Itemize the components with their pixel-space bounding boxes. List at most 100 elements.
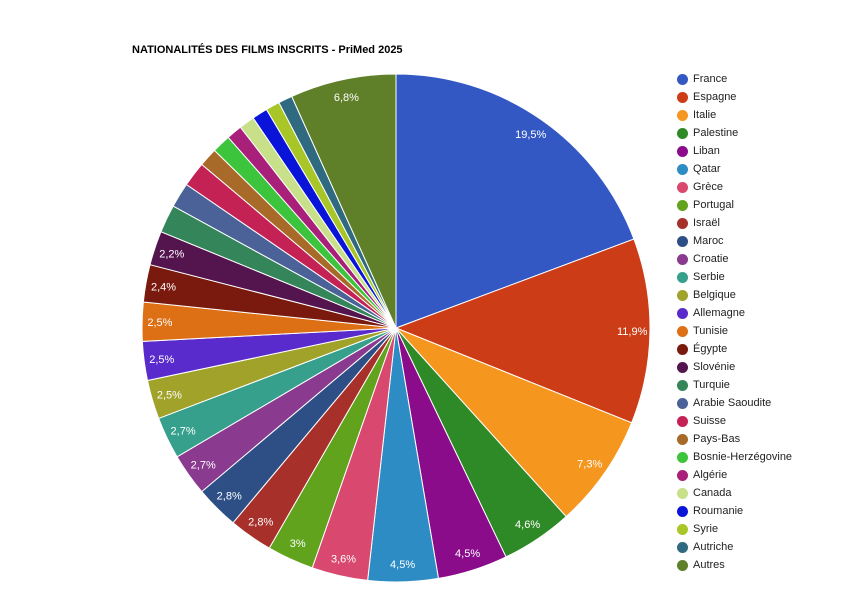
legend-swatch <box>677 487 688 499</box>
legend-item[interactable]: Portugal <box>677 196 792 214</box>
legend-label: Liban <box>693 145 720 157</box>
legend-item[interactable]: Belgique <box>677 286 792 304</box>
legend-swatch <box>677 361 688 373</box>
legend-swatch <box>677 145 688 157</box>
legend-swatch <box>677 91 688 103</box>
legend-swatch <box>677 235 688 247</box>
legend-label: Égypte <box>693 343 728 355</box>
slice-data-label: 3,6% <box>331 553 356 565</box>
legend-item[interactable]: Qatar <box>677 160 792 178</box>
legend-item[interactable]: Suisse <box>677 412 792 430</box>
legend-item[interactable]: Croatie <box>677 250 792 268</box>
legend-label: Portugal <box>693 199 734 211</box>
legend-label: Qatar <box>693 163 721 175</box>
slice-data-label: 2,2% <box>159 249 184 261</box>
slice-data-label: 2,4% <box>151 281 176 293</box>
slice-data-label: 2,5% <box>147 317 172 329</box>
slice-data-label: 2,8% <box>217 490 242 502</box>
pie-labels: 19,5% 11,9% 7,3% 4,6% 4,5% 4,5% 3,6% 3% 2,8% 2,8%… <box>147 92 647 571</box>
legend-label: Algérie <box>693 469 728 481</box>
legend-label: Grèce <box>693 181 723 193</box>
legend-label: Autres <box>693 559 725 571</box>
slice-data-label: 3% <box>290 538 306 550</box>
slice-data-label: 4,5% <box>455 548 480 560</box>
legend-swatch <box>677 523 688 535</box>
slice-data-label: 11,9% <box>617 326 648 338</box>
slice-data-label: 2,8% <box>248 517 273 529</box>
legend-label: Syrie <box>693 523 719 535</box>
legend-swatch <box>677 469 688 481</box>
legend-label: Serbie <box>693 271 725 283</box>
legend-item[interactable]: Bosnie-Herzégovine <box>677 448 792 466</box>
legend-label: Allemagne <box>693 307 745 319</box>
legend-item[interactable]: Arabie Saoudite <box>677 394 792 412</box>
legend-item[interactable]: Italie <box>677 106 792 124</box>
legend-item[interactable]: Égypte <box>677 340 792 358</box>
legend-label: France <box>693 73 728 85</box>
legend-item[interactable]: Grèce <box>677 178 792 196</box>
chart-title: NATIONALITÉS DES FILMS INSCRITS - PriMed… <box>132 44 403 56</box>
legend-swatch <box>677 199 688 211</box>
legend-item[interactable]: Palestine <box>677 124 792 142</box>
legend-label: Turquie <box>693 379 730 391</box>
legend-label: Slovénie <box>693 361 736 373</box>
legend-item[interactable]: Espagne <box>677 88 792 106</box>
legend-item[interactable]: Canada <box>677 484 792 502</box>
legend-label: Pays-Bas <box>693 433 741 445</box>
legend-swatch <box>677 415 688 427</box>
legend-item[interactable]: Tunisie <box>677 322 792 340</box>
slice-data-label: 7,3% <box>577 458 602 470</box>
legend-item[interactable]: Turquie <box>677 376 792 394</box>
legend-swatch <box>677 307 688 319</box>
legend-item[interactable]: Roumanie <box>677 502 792 520</box>
legend-item[interactable]: Israël <box>677 214 792 232</box>
legend-label: Suisse <box>693 415 727 427</box>
legend-swatch <box>677 127 688 139</box>
legend-label: Espagne <box>693 91 737 103</box>
legend-label: Maroc <box>693 235 724 247</box>
legend-label: Israël <box>693 217 720 229</box>
slice-data-label: 2,5% <box>149 354 174 366</box>
legend-swatch <box>677 505 688 517</box>
legend-item[interactable]: Pays-Bas <box>677 430 792 448</box>
slice-data-label: 19,5% <box>515 129 546 141</box>
legend-label: Autriche <box>693 541 734 553</box>
slice-data-label: 2,7% <box>171 425 196 437</box>
legend-item[interactable]: Autriche <box>677 538 792 556</box>
legend-label: Belgique <box>693 289 736 301</box>
legend-label: Canada <box>693 487 732 499</box>
legend-item[interactable]: Allemagne <box>677 304 792 322</box>
legend-swatch <box>677 289 688 301</box>
legend-swatch <box>677 271 688 283</box>
pie-slices <box>141 73 651 583</box>
legend-label: Palestine <box>693 127 739 139</box>
legend-swatch <box>677 397 688 409</box>
legend-swatch <box>677 541 688 553</box>
legend-swatch <box>677 325 688 337</box>
legend-label: Tunisie <box>693 325 729 337</box>
slice-data-label: 2,5% <box>157 390 182 402</box>
legend-swatch <box>677 379 688 391</box>
pie-slice[interactable] <box>395 73 635 329</box>
pie-slice[interactable] <box>395 327 633 518</box>
legend-item[interactable]: Autres <box>677 556 792 574</box>
legend-item[interactable]: Slovénie <box>677 358 792 376</box>
legend-item[interactable]: Syrie <box>677 520 792 538</box>
slice-data-label: 4,5% <box>390 559 415 571</box>
legend-swatch <box>677 163 688 175</box>
legend-swatch <box>677 343 688 355</box>
slice-data-label: 4,6% <box>515 519 540 531</box>
legend-item[interactable]: Serbie <box>677 268 792 286</box>
legend-swatch <box>677 559 688 571</box>
legend-label: Italie <box>693 109 717 121</box>
legend-label: Roumanie <box>693 505 744 517</box>
legend-item[interactable]: Liban <box>677 142 792 160</box>
legend-item[interactable]: France <box>677 70 792 88</box>
legend-item[interactable]: Maroc <box>677 232 792 250</box>
legend-swatch <box>677 181 688 193</box>
pie-slice[interactable] <box>291 73 397 329</box>
pie-slice[interactable] <box>394 238 651 424</box>
legend-item[interactable]: Algérie <box>677 466 792 484</box>
legend-swatch <box>677 73 688 85</box>
legend-swatch <box>677 217 688 229</box>
